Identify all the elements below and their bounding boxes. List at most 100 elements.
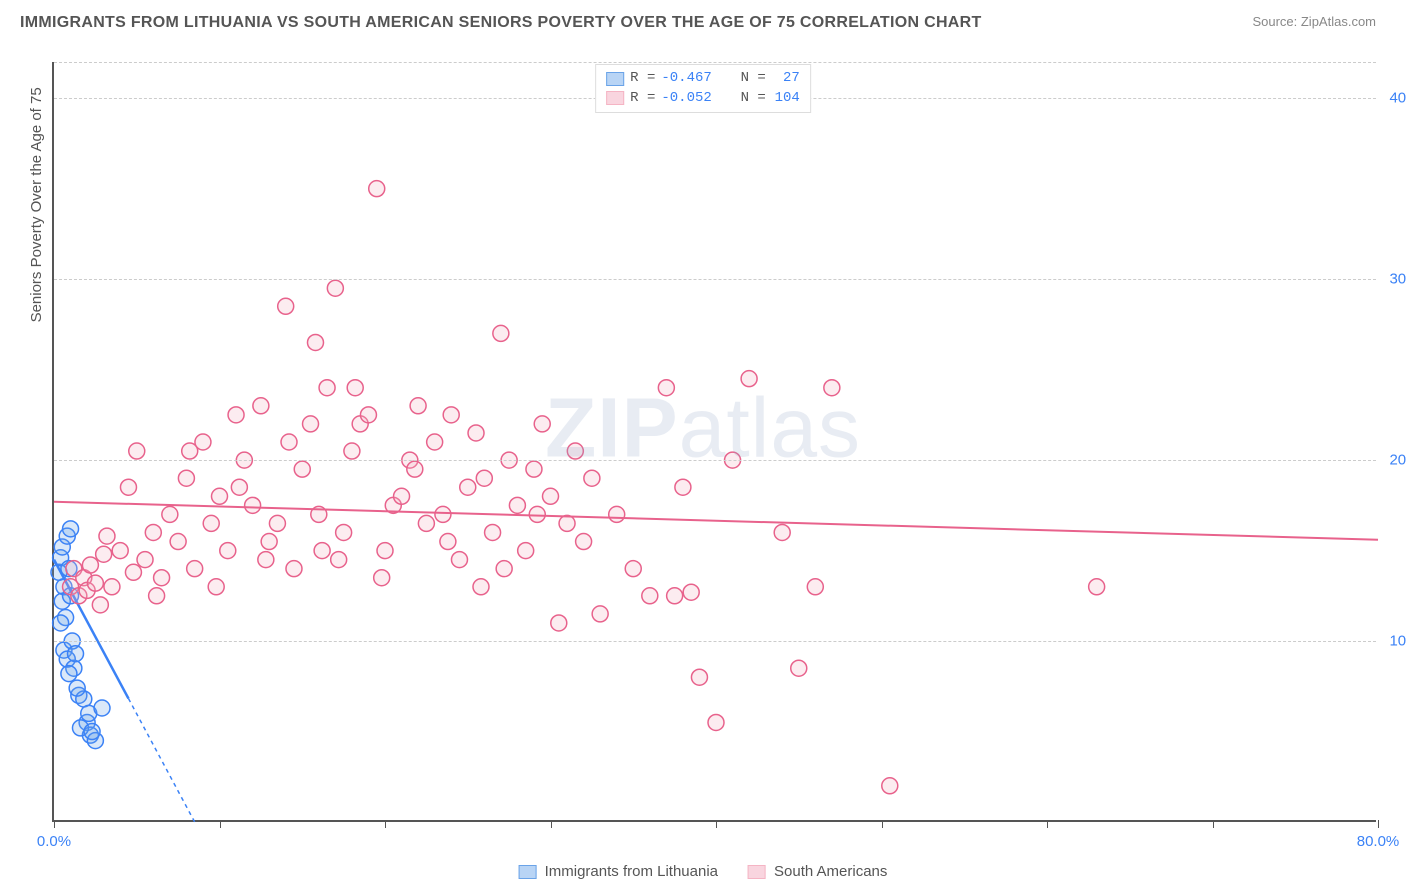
data-point-south_american xyxy=(347,380,363,396)
x-tick xyxy=(1047,820,1048,828)
data-point-south_american xyxy=(145,524,161,540)
trend-line-dash-lithuania xyxy=(128,699,194,822)
data-point-south_american xyxy=(307,334,323,350)
legend-swatch xyxy=(748,865,766,879)
y-tick-label: 20.0% xyxy=(1389,452,1406,469)
data-point-south_american xyxy=(87,575,103,591)
x-tick xyxy=(1213,820,1214,828)
chart-title: IMMIGRANTS FROM LITHUANIA VS SOUTH AMERI… xyxy=(20,14,982,32)
data-point-south_american xyxy=(170,534,186,550)
data-point-south_american xyxy=(559,515,575,531)
x-tick xyxy=(385,820,386,828)
legend-label: Immigrants from Lithuania xyxy=(545,863,718,880)
gridline xyxy=(54,641,1376,642)
data-point-south_american xyxy=(220,543,236,559)
data-point-south_american xyxy=(468,425,484,441)
legend-item: South Americans xyxy=(748,863,887,880)
y-tick-label: 40.0% xyxy=(1389,90,1406,107)
data-point-south_american xyxy=(675,479,691,495)
data-point-south_american xyxy=(327,280,343,296)
data-point-south_american xyxy=(281,434,297,450)
data-point-south_american xyxy=(231,479,247,495)
y-tick-label: 10.0% xyxy=(1389,633,1406,650)
data-point-south_american xyxy=(253,398,269,414)
data-point-south_american xyxy=(774,524,790,540)
data-point-south_american xyxy=(331,552,347,568)
data-point-south_american xyxy=(427,434,443,450)
x-tick-label: 0.0% xyxy=(37,833,71,850)
data-point-south_american xyxy=(658,380,674,396)
legend-row: R = -0.467 N = 27 xyxy=(606,69,800,89)
data-point-south_american xyxy=(791,660,807,676)
gridline xyxy=(54,62,1376,63)
data-point-south_american xyxy=(683,584,699,600)
data-point-south_american xyxy=(493,325,509,341)
data-point-south_american xyxy=(443,407,459,423)
x-tick-label: 80.0% xyxy=(1357,833,1400,850)
data-point-south_american xyxy=(509,497,525,513)
data-point-south_american xyxy=(336,524,352,540)
data-point-south_american xyxy=(228,407,244,423)
data-point-lithuania xyxy=(94,700,110,716)
data-point-south_american xyxy=(125,564,141,580)
legend-row: R = -0.052 N = 104 xyxy=(606,89,800,109)
data-point-south_american xyxy=(534,416,550,432)
data-point-south_american xyxy=(96,546,112,562)
x-tick xyxy=(716,820,717,828)
data-point-lithuania xyxy=(68,646,84,662)
x-tick xyxy=(551,820,552,828)
data-point-lithuania xyxy=(69,680,85,696)
data-point-south_american xyxy=(154,570,170,586)
legend-item: Immigrants from Lithuania xyxy=(519,863,718,880)
data-point-south_american xyxy=(129,443,145,459)
data-point-south_american xyxy=(178,470,194,486)
data-point-south_american xyxy=(609,506,625,522)
data-point-south_american xyxy=(642,588,658,604)
y-tick-label: 30.0% xyxy=(1389,271,1406,288)
chart-plot-area: 10.0%20.0%30.0%40.0%0.0%80.0% xyxy=(52,62,1376,822)
data-point-south_american xyxy=(741,371,757,387)
data-point-south_american xyxy=(112,543,128,559)
data-point-south_american xyxy=(303,416,319,432)
legend-swatch xyxy=(606,72,624,86)
data-point-south_american xyxy=(92,597,108,613)
legend-swatch xyxy=(606,91,624,105)
data-point-south_american xyxy=(286,561,302,577)
data-point-south_american xyxy=(496,561,512,577)
data-point-south_american xyxy=(807,579,823,595)
legend-label: South Americans xyxy=(774,863,887,880)
data-point-south_american xyxy=(394,488,410,504)
data-point-south_american xyxy=(104,579,120,595)
data-point-south_american xyxy=(551,615,567,631)
data-point-south_american xyxy=(120,479,136,495)
series-legend: Immigrants from Lithuania South Americans xyxy=(513,861,894,882)
data-point-south_american xyxy=(576,534,592,550)
x-tick xyxy=(54,820,55,828)
data-point-south_american xyxy=(149,588,165,604)
data-point-south_american xyxy=(314,543,330,559)
data-point-south_american xyxy=(526,461,542,477)
data-point-south_american xyxy=(269,515,285,531)
scatter-svg xyxy=(54,62,1376,820)
data-point-south_american xyxy=(691,669,707,685)
data-point-south_american xyxy=(245,497,261,513)
data-point-south_american xyxy=(518,543,534,559)
data-point-south_american xyxy=(451,552,467,568)
data-point-south_american xyxy=(485,524,501,540)
data-point-south_american xyxy=(824,380,840,396)
data-point-south_american xyxy=(476,470,492,486)
data-point-south_american xyxy=(212,488,228,504)
data-point-south_american xyxy=(418,515,434,531)
data-point-south_american xyxy=(344,443,360,459)
data-point-south_american xyxy=(592,606,608,622)
x-tick xyxy=(882,820,883,828)
data-point-south_american xyxy=(319,380,335,396)
data-point-south_american xyxy=(1089,579,1105,595)
data-point-south_american xyxy=(374,570,390,586)
data-point-south_american xyxy=(261,534,277,550)
data-point-south_american xyxy=(99,528,115,544)
data-point-south_american xyxy=(543,488,559,504)
data-point-south_american xyxy=(708,714,724,730)
correlation-legend: R = -0.467 N = 27R = -0.052 N = 104 xyxy=(595,64,811,113)
data-point-south_american xyxy=(882,778,898,794)
